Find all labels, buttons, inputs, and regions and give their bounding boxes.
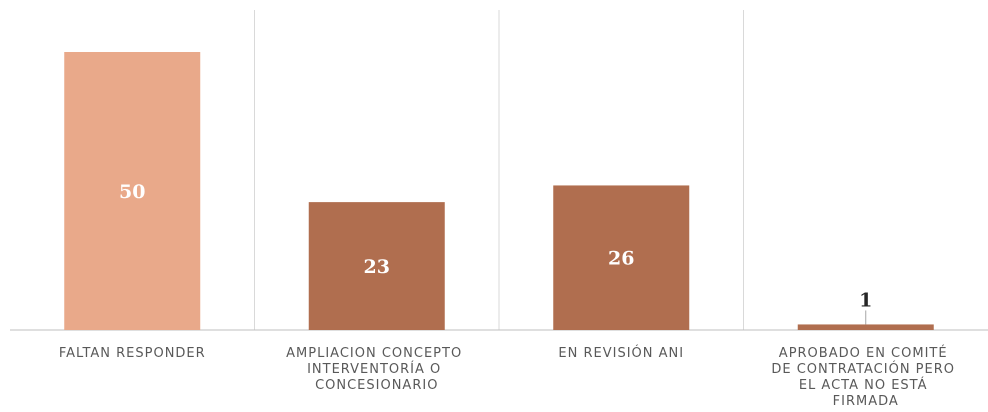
value-label: 26 bbox=[608, 248, 634, 270]
bar bbox=[308, 202, 445, 330]
bar bbox=[797, 324, 934, 330]
bar bbox=[553, 185, 690, 330]
x-tick-label: APROBADO EN COMITÉ DE CONTRATACIÓN PERO … bbox=[771, 345, 960, 409]
x-tick-label: EN REVISIÓN ANI bbox=[558, 345, 684, 361]
bar bbox=[64, 52, 201, 330]
value-label: 1 bbox=[859, 289, 872, 311]
value-label: 23 bbox=[364, 256, 390, 278]
value-label: 50 bbox=[119, 181, 145, 203]
x-tick-label: AMPLIACION CONCEPTO INTERVENTORÍA O CONC… bbox=[286, 346, 467, 393]
x-tick-label: FALTAN RESPONDER bbox=[59, 346, 206, 361]
